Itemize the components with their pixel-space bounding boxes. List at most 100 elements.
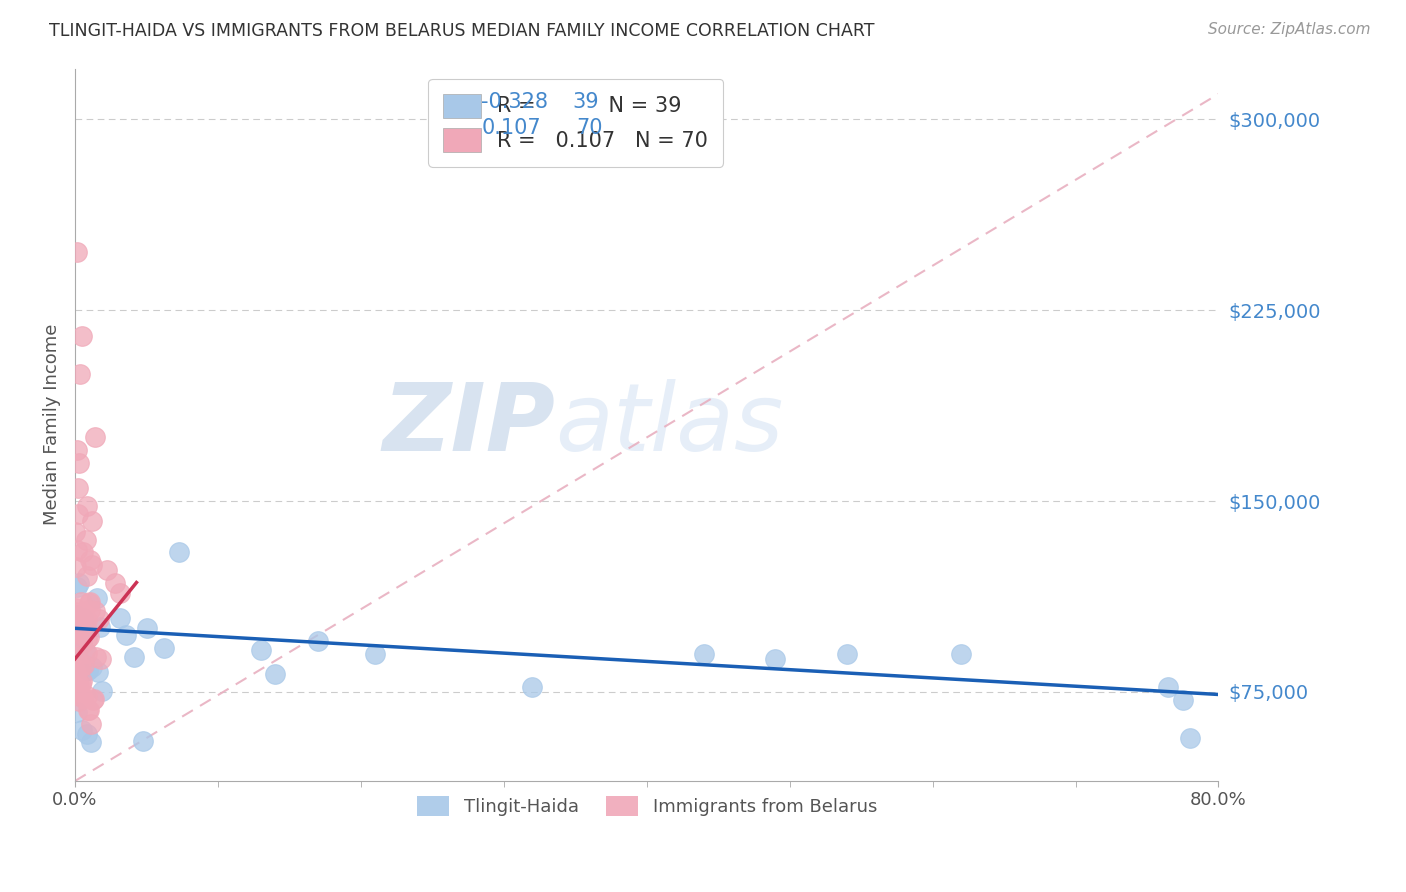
Point — [66, 244, 89, 259]
Text: 39: 39 — [572, 92, 599, 112]
Point — [307, 634, 329, 648]
Point — [67, 615, 90, 629]
Point — [135, 621, 157, 635]
Point — [82, 692, 104, 706]
Point — [80, 717, 103, 731]
Point — [522, 680, 544, 694]
Point — [66, 705, 89, 719]
Point — [83, 604, 105, 618]
Point — [66, 685, 89, 699]
Point — [67, 622, 90, 636]
Point — [65, 665, 87, 680]
Point — [835, 647, 858, 661]
Point — [77, 663, 100, 677]
Point — [77, 703, 100, 717]
Point — [66, 621, 89, 635]
Point — [67, 456, 90, 470]
Point — [69, 660, 91, 674]
Point — [264, 667, 287, 681]
Point — [364, 647, 387, 661]
Point — [75, 533, 97, 547]
Point — [250, 643, 273, 657]
Text: 0.107: 0.107 — [482, 118, 541, 138]
Point — [65, 680, 87, 694]
Text: TLINGIT-HAIDA VS IMMIGRANTS FROM BELARUS MEDIAN FAMILY INCOME CORRELATION CHART: TLINGIT-HAIDA VS IMMIGRANTS FROM BELARUS… — [49, 22, 875, 40]
Text: ZIP: ZIP — [382, 379, 555, 471]
Point — [66, 610, 89, 624]
Point — [67, 694, 90, 708]
Point — [79, 553, 101, 567]
Point — [67, 575, 90, 590]
Point — [77, 703, 100, 717]
Point — [73, 617, 96, 632]
Point — [76, 569, 98, 583]
Y-axis label: Median Family Income: Median Family Income — [44, 324, 60, 525]
Point — [66, 674, 89, 689]
Point — [65, 663, 87, 677]
Point — [73, 607, 96, 621]
Point — [77, 630, 100, 644]
Point — [1171, 692, 1194, 706]
Point — [83, 692, 105, 706]
Text: Source: ZipAtlas.com: Source: ZipAtlas.com — [1208, 22, 1371, 37]
Point — [66, 443, 89, 458]
Point — [76, 632, 98, 646]
Point — [67, 677, 90, 691]
Point — [65, 624, 87, 639]
Point — [76, 727, 98, 741]
Point — [79, 603, 101, 617]
Point — [72, 629, 94, 643]
Point — [66, 643, 89, 657]
Point — [66, 507, 89, 521]
Point — [66, 680, 89, 694]
Point — [80, 558, 103, 572]
Text: 70: 70 — [576, 118, 602, 138]
Point — [693, 647, 716, 661]
Point — [950, 647, 973, 661]
Point — [80, 515, 103, 529]
Point — [69, 677, 91, 691]
Point — [66, 580, 89, 594]
Point — [69, 367, 91, 381]
Point — [65, 688, 87, 702]
Point — [70, 328, 93, 343]
Point — [75, 619, 97, 633]
Point — [763, 652, 786, 666]
Point — [67, 482, 90, 496]
Point — [72, 690, 94, 705]
Point — [86, 591, 108, 605]
Point — [115, 628, 138, 642]
Point — [108, 586, 131, 600]
Point — [66, 542, 89, 557]
Point — [73, 658, 96, 673]
Point — [72, 545, 94, 559]
Point — [75, 644, 97, 658]
Point — [70, 613, 93, 627]
Point — [79, 595, 101, 609]
Point — [104, 576, 127, 591]
Point — [72, 611, 94, 625]
Point — [77, 596, 100, 610]
Point — [80, 735, 103, 749]
Point — [70, 629, 93, 643]
Point — [87, 665, 110, 679]
Point — [67, 639, 90, 653]
Point — [91, 684, 114, 698]
Point — [65, 605, 87, 619]
Point — [1178, 731, 1201, 745]
Text: atlas: atlas — [555, 379, 783, 470]
Point — [110, 611, 132, 625]
Point — [1157, 680, 1180, 694]
Point — [70, 637, 93, 651]
Point — [76, 646, 98, 660]
Point — [76, 613, 98, 627]
Point — [83, 430, 105, 444]
Point — [70, 660, 93, 674]
Point — [70, 723, 93, 738]
Text: -0.328: -0.328 — [481, 92, 548, 112]
Point — [122, 649, 145, 664]
Point — [65, 600, 87, 615]
Point — [96, 563, 118, 577]
Legend: Tlingit-Haida, Immigrants from Belarus: Tlingit-Haida, Immigrants from Belarus — [408, 788, 886, 825]
Point — [72, 674, 94, 689]
